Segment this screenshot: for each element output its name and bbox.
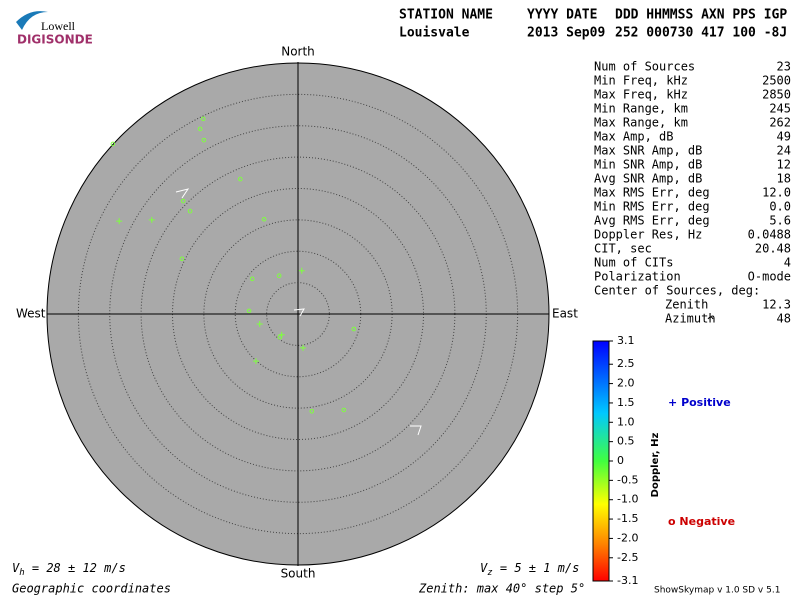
stat-value: O-mode <box>748 270 791 284</box>
colorbar-tick-label: 0.5 <box>617 435 635 448</box>
colorbar-tick-label: 1.5 <box>617 396 635 409</box>
source-point <box>197 126 203 132</box>
source-point <box>351 326 357 332</box>
center-label: Azimuth <box>665 312 716 326</box>
colorbar-tick-label: 2.0 <box>617 377 635 390</box>
stat-label: Max Range, km <box>594 116 688 130</box>
source-point <box>252 358 259 365</box>
dir-south: South <box>281 567 316 581</box>
colorbar-tick-label: -1.0 <box>617 493 638 506</box>
stat-label: Doppler Res, Hz <box>594 228 702 242</box>
stat-label: Max RMS Err, deg <box>594 186 710 200</box>
colorbar-tick-label: 3.1 <box>617 334 635 347</box>
stat-label: Min SNR Amp, dB <box>594 158 702 172</box>
stat-value: 0.0488 <box>748 228 791 242</box>
stat-value: 49 <box>777 130 791 144</box>
arrow-marks <box>175 188 422 436</box>
header-value: 2013 Sep09 <box>527 26 605 41</box>
colorbar-tick-label: -1.5 <box>617 512 638 525</box>
source-point <box>180 198 186 204</box>
stat-label: Num of CITs <box>594 256 673 270</box>
vh: Vh = 28 ± 12 m/s <box>12 561 126 578</box>
stat-label: Num of Sources <box>594 60 695 74</box>
colorbar-tick-label: 0 <box>617 454 624 467</box>
stat-label: Min RMS Err, deg <box>594 200 710 214</box>
stat-label: Max Freq, kHz <box>594 88 688 102</box>
colorbar-tick-label: -2.0 <box>617 531 638 544</box>
colorbar <box>592 340 610 582</box>
source-point <box>309 408 315 414</box>
colorbar-label: Doppler, Hz <box>650 433 661 498</box>
source-point <box>201 137 207 143</box>
stat-label: Avg SNR Amp, dB <box>594 172 702 186</box>
center-value: 48 <box>777 312 791 326</box>
colorbar-tick-label: 1.0 <box>617 415 635 428</box>
logo-bottom: DIGISONDE <box>17 33 93 47</box>
source-point <box>341 407 347 413</box>
dir-east: East <box>552 307 578 321</box>
source-point <box>256 321 263 328</box>
stat-value: 2500 <box>762 74 791 88</box>
stat-label: Min Freq, kHz <box>594 74 688 88</box>
source-point <box>276 273 282 279</box>
legend-negative: o Negative <box>668 515 735 528</box>
stat-label: Max SNR Amp, dB <box>594 144 702 158</box>
header-name: DDD HHMMSS AXN PPS IGP <box>615 8 787 23</box>
source-point <box>179 256 185 262</box>
center-title: Center of Sources, deg: <box>594 284 760 298</box>
dir-west: West <box>16 307 46 321</box>
stat-label: Polarization <box>594 270 681 284</box>
legend-positive: + Positive <box>668 396 731 409</box>
stat-value: 4 <box>784 256 791 270</box>
stat-label: CIT, sec <box>594 242 652 256</box>
stat-value: 262 <box>769 116 791 130</box>
colorbar-tick-label: -0.5 <box>617 473 638 486</box>
center-value: 12.3 <box>762 298 791 312</box>
source-point <box>249 276 255 282</box>
stat-label: Max Amp, dB <box>594 130 673 144</box>
logo-top: Lowell <box>41 19 76 33</box>
stat-value: 12 <box>777 158 791 172</box>
source-point <box>300 344 307 351</box>
logo-swoosh <box>16 11 48 30</box>
source-point <box>148 216 155 223</box>
source-point <box>200 116 206 122</box>
stat-label: Avg RMS Err, deg <box>594 214 710 228</box>
source-point <box>237 176 243 182</box>
stat-value: 12.0 <box>762 186 791 200</box>
header-name: YYYY DATE <box>527 8 597 23</box>
colorbar-tick-label: -2.5 <box>617 551 638 564</box>
stat-value: 18 <box>777 172 791 186</box>
coords-note: Geographic coordinates <box>12 582 171 596</box>
source-point <box>116 218 123 225</box>
stat-value: 24 <box>777 144 791 158</box>
source-point <box>110 141 116 147</box>
azimuth-icon <box>707 316 714 320</box>
colorbar-tick-label: 2.5 <box>617 357 635 370</box>
dir-north: North <box>281 45 315 59</box>
stat-value: 245 <box>769 102 791 116</box>
stat-value: 23 <box>777 60 791 74</box>
center-label: Zenith <box>665 298 708 312</box>
zenith-note: Zenith: max 40° step 5° <box>418 582 585 596</box>
vz: Vz = 5 ± 1 m/s <box>480 561 579 578</box>
header-name: STATION NAME <box>399 8 493 23</box>
source-point <box>261 216 267 222</box>
source-point <box>298 267 305 274</box>
source-point <box>187 208 193 214</box>
version: ShowSkymap v 1.0 SD v 5.1 <box>654 586 780 596</box>
stat-value: 0.0 <box>769 200 791 214</box>
stat-label: Min Range, km <box>594 102 688 116</box>
header-value: Louisvale <box>399 26 470 41</box>
header-value: 252 000730 417 100 -8J <box>615 26 787 41</box>
stat-value: 5.6 <box>769 214 791 228</box>
stat-value: 2850 <box>762 88 791 102</box>
colorbar-tick-label: -3.1 <box>617 574 638 587</box>
source-point <box>278 331 285 338</box>
stat-value: 20.48 <box>755 242 791 256</box>
source-point <box>246 308 252 314</box>
